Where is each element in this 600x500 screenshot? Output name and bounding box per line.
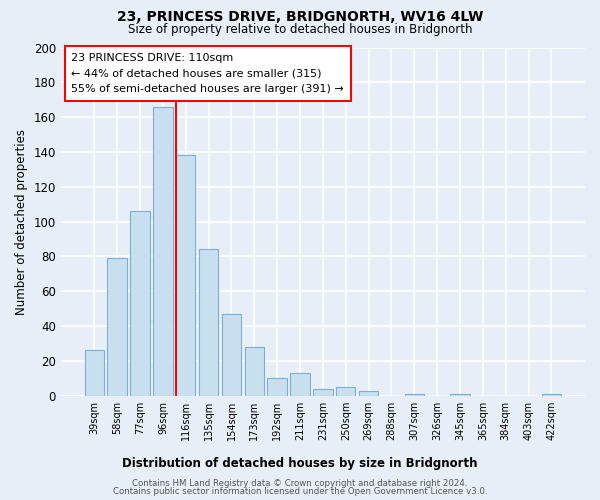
Bar bbox=[199, 250, 218, 396]
Text: Contains public sector information licensed under the Open Government Licence v3: Contains public sector information licen… bbox=[113, 488, 487, 496]
Bar bbox=[451, 394, 470, 396]
Bar bbox=[359, 390, 379, 396]
Bar bbox=[130, 211, 150, 396]
Y-axis label: Number of detached properties: Number of detached properties bbox=[15, 128, 28, 314]
Text: Distribution of detached houses by size in Bridgnorth: Distribution of detached houses by size … bbox=[122, 458, 478, 470]
Bar bbox=[313, 389, 332, 396]
Bar bbox=[290, 373, 310, 396]
Bar bbox=[245, 347, 264, 396]
Bar bbox=[107, 258, 127, 396]
Text: Contains HM Land Registry data © Crown copyright and database right 2024.: Contains HM Land Registry data © Crown c… bbox=[132, 479, 468, 488]
Bar bbox=[222, 314, 241, 396]
Bar bbox=[176, 156, 196, 396]
Bar bbox=[404, 394, 424, 396]
Bar bbox=[153, 106, 173, 396]
Bar bbox=[542, 394, 561, 396]
Bar bbox=[336, 387, 355, 396]
Bar bbox=[268, 378, 287, 396]
Text: Size of property relative to detached houses in Bridgnorth: Size of property relative to detached ho… bbox=[128, 22, 472, 36]
Bar bbox=[85, 350, 104, 396]
Text: 23 PRINCESS DRIVE: 110sqm
← 44% of detached houses are smaller (315)
55% of semi: 23 PRINCESS DRIVE: 110sqm ← 44% of detac… bbox=[71, 52, 344, 94]
Text: 23, PRINCESS DRIVE, BRIDGNORTH, WV16 4LW: 23, PRINCESS DRIVE, BRIDGNORTH, WV16 4LW bbox=[117, 10, 483, 24]
